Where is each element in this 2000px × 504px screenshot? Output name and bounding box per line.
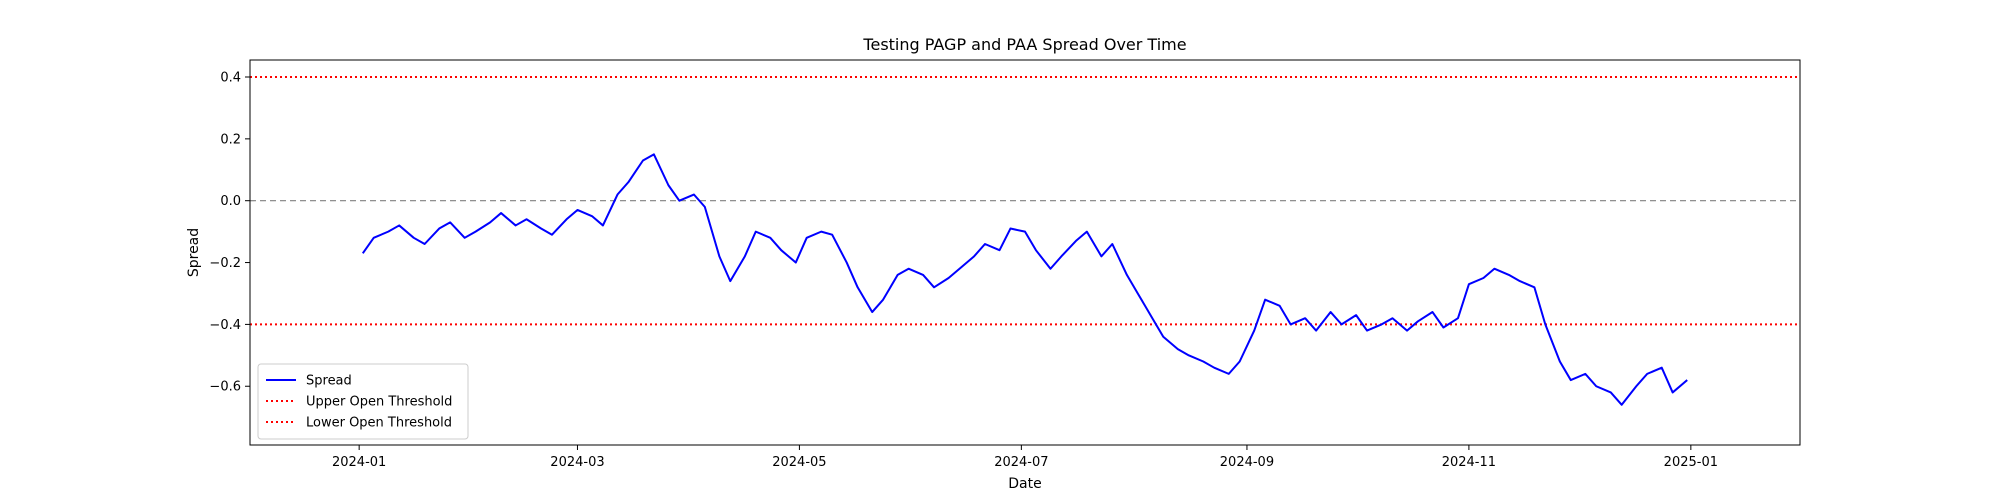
- reference-lines: [250, 76, 1800, 326]
- x-tick-label: 2024-07: [994, 455, 1048, 470]
- legend-label: Lower Open Threshold: [306, 416, 452, 431]
- y-tick-label: 0.4: [220, 71, 241, 86]
- y-tick-label: −0.4: [209, 318, 241, 333]
- x-tick-label: 2024-11: [1442, 455, 1496, 470]
- plot-area-frame: [249, 59, 1801, 446]
- y-tick-label: 0.2: [220, 132, 241, 147]
- series-line-spread: [361, 153, 1688, 406]
- x-tick-label: 2024-01: [332, 455, 386, 470]
- legend-label: Spread: [306, 374, 352, 389]
- chart-title: Testing PAGP and PAA Spread Over Time: [862, 35, 1186, 54]
- x-tick-label: 2024-05: [772, 455, 826, 470]
- y-axis-label: Spread: [186, 228, 202, 277]
- x-axis: 2024-01 2024-03 2024-05 2024-07 2024-09 2024-…: [332, 445, 1718, 470]
- legend-box: [257, 363, 469, 440]
- x-tick-label: 2024-03: [550, 455, 604, 470]
- legend: Spread Upper Open Threshold Lower Open Thr…: [257, 363, 469, 440]
- y-tick-label: 0.0: [220, 194, 241, 209]
- y-axis: 0.4 0.2 0.0 −0.2 −0.4 −0.6: [209, 71, 250, 395]
- y-tick-label: −0.6: [209, 380, 241, 395]
- x-axis-label: Date: [1008, 476, 1041, 492]
- x-tick-label: 2024-09: [1220, 455, 1274, 470]
- x-tick-label: 2025-01: [1664, 455, 1718, 470]
- series-lines: [361, 153, 1688, 406]
- legend-label: Upper Open Threshold: [306, 395, 452, 410]
- y-tick-label: −0.2: [209, 256, 241, 271]
